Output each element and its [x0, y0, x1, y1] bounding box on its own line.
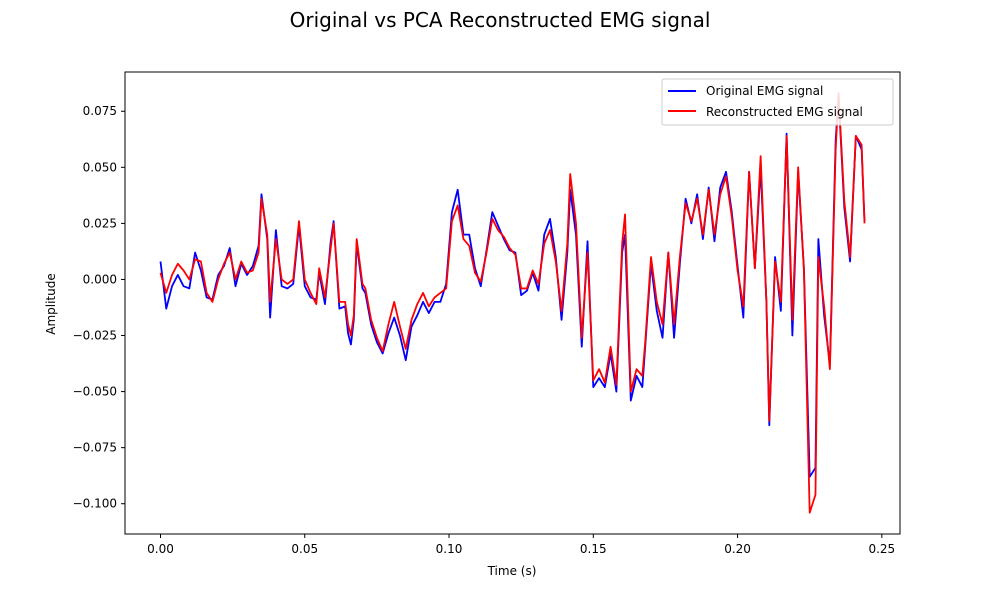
legend: Original EMG signal Reconstructed EMG si… — [661, 78, 894, 126]
y-tick-label: 0.050 — [83, 160, 117, 174]
y-tick-label: −0.075 — [73, 441, 117, 455]
y-tick-label: 0.025 — [83, 216, 117, 230]
y-tick-label: −0.025 — [73, 329, 117, 343]
axes-frame — [124, 71, 901, 535]
x-tick-label: 0.05 — [291, 542, 318, 556]
x-axis-label: Time (s) — [487, 564, 537, 578]
x-tick-label: 0.10 — [436, 542, 463, 556]
y-tick-label: 0.075 — [83, 104, 117, 118]
y-tick-label: 0.000 — [83, 272, 117, 286]
legend-label-original: Original EMG signal — [706, 84, 823, 98]
y-tick-label: −0.050 — [73, 385, 117, 399]
y-axis-ticks: −0.100 −0.075 −0.050 −0.025 0.000 0.025 0.050 0… — [73, 104, 125, 511]
y-tick-label: −0.100 — [73, 497, 117, 511]
y-axis-label: Amplitude — [44, 273, 58, 335]
x-axis-ticks: 0.00 0.05 0.10 0.15 0.20 0.25 — [147, 534, 895, 556]
series-line-reconstructed — [159, 92, 866, 514]
legend-label-reconstructed: Reconstructed EMG signal — [706, 105, 863, 119]
chart-title: Original vs PCA Reconstructed EMG signal — [290, 8, 711, 32]
series-line-original — [159, 94, 866, 478]
x-tick-label: 0.20 — [724, 542, 751, 556]
plot-area — [124, 71, 901, 535]
legend-frame — [661, 78, 894, 126]
x-tick-label: 0.00 — [147, 542, 174, 556]
x-tick-label: 0.25 — [868, 542, 895, 556]
x-tick-label: 0.15 — [580, 542, 607, 556]
